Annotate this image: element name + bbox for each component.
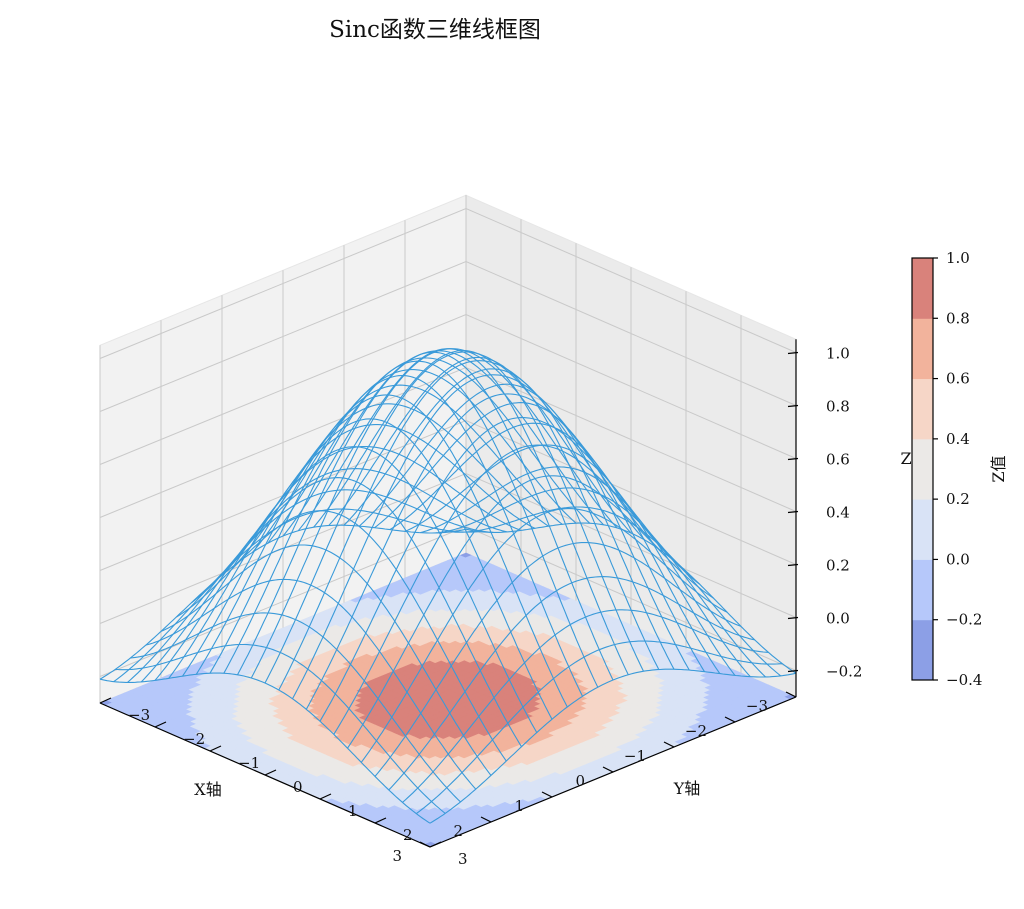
colorbar-tick-label: 0.4 xyxy=(946,430,970,448)
x-tick-label: 1 xyxy=(514,797,524,815)
colorbar-segment xyxy=(912,378,933,440)
colorbar-tick-label: −0.2 xyxy=(946,611,982,629)
x-tick-label: −2 xyxy=(685,722,707,740)
colorbar-tick-label: 0.0 xyxy=(946,550,970,568)
z-tick-label: 0.8 xyxy=(826,398,850,416)
grid-line xyxy=(99,313,797,465)
colorbar-segment xyxy=(912,499,933,560)
colorbar-label: Z值 xyxy=(989,455,1008,482)
chart-title: Sinc函数三维线框图 xyxy=(329,17,541,43)
x-tick-label: 2 xyxy=(453,822,463,840)
colorbar-segment xyxy=(912,559,933,621)
z-tick-label: 0.2 xyxy=(826,557,850,575)
y-tick-label: 2 xyxy=(403,826,413,844)
y-tick-label: 0 xyxy=(293,778,303,796)
grid-line xyxy=(99,525,797,677)
z-tick-label: 0.0 xyxy=(826,610,850,628)
y-tick-label: −2 xyxy=(183,730,205,748)
grid-line xyxy=(99,260,797,412)
grid-line xyxy=(99,419,797,571)
x-tick-label: −3 xyxy=(746,697,768,715)
y-tick-label: −1 xyxy=(238,754,260,772)
z-tick-label: 0.6 xyxy=(826,451,850,469)
grid-line xyxy=(99,207,797,359)
colorbar: 1.0 0.8 0.6 0.4 0.2 0.0 −0.2 −0.4 Z值 xyxy=(911,249,1008,689)
colorbar-segment xyxy=(912,258,933,319)
y-tick-label: 3 xyxy=(458,850,468,868)
colorbar-tick-label: 0.8 xyxy=(946,309,970,327)
colorbar-tick-label: 0.2 xyxy=(946,490,970,508)
x-tick-label: 3 xyxy=(392,847,402,865)
y-tick-label: 1 xyxy=(348,802,358,820)
colorbar-tick-label: −0.4 xyxy=(946,671,982,689)
colorbar-tick-label: 0.6 xyxy=(946,370,970,388)
colorbar-segment xyxy=(912,438,933,500)
y-axis-label: Y轴 xyxy=(673,779,701,798)
colorbar-segment xyxy=(912,318,933,380)
z-axis-label: Z xyxy=(900,449,911,468)
x-tick-label: 0 xyxy=(575,772,585,790)
z-tick-label: 1.0 xyxy=(826,345,850,363)
colorbar-segment xyxy=(912,619,933,681)
colorbar-tick-label: 1.0 xyxy=(946,249,970,267)
y-tick-label: −3 xyxy=(128,706,150,724)
z-tick-label: 0.4 xyxy=(826,504,850,522)
contour-floor xyxy=(99,552,797,848)
z-tick-label: −0.2 xyxy=(826,663,862,681)
x-tick-label: −1 xyxy=(624,747,646,765)
x-axis-label: X轴 xyxy=(194,780,221,799)
